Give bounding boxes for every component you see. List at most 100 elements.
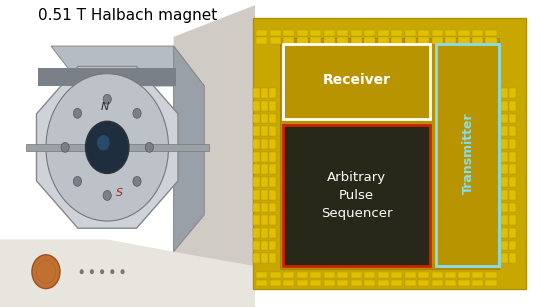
Bar — [261, 88, 268, 98]
Bar — [432, 280, 442, 286]
Polygon shape — [37, 67, 178, 228]
Circle shape — [80, 269, 84, 274]
Bar — [270, 280, 281, 286]
Bar — [509, 139, 516, 149]
Bar — [269, 177, 276, 187]
Bar — [253, 101, 260, 111]
Bar — [493, 215, 500, 225]
Bar — [493, 165, 500, 174]
Bar — [283, 125, 430, 266]
Circle shape — [73, 177, 82, 186]
Bar — [304, 96, 312, 103]
Bar — [377, 280, 388, 286]
Bar — [269, 152, 276, 161]
Bar — [501, 190, 508, 200]
Bar — [501, 152, 508, 161]
Bar — [294, 88, 302, 95]
Bar — [464, 142, 471, 151]
Bar — [377, 37, 388, 44]
Bar — [439, 153, 446, 161]
Bar — [472, 37, 483, 44]
Bar — [364, 272, 375, 278]
Bar — [294, 104, 302, 111]
Bar — [501, 203, 508, 212]
Bar — [253, 126, 260, 136]
Bar — [304, 104, 312, 111]
Bar — [310, 272, 321, 278]
Bar — [270, 37, 281, 44]
Bar — [493, 101, 500, 111]
Circle shape — [85, 121, 129, 173]
Bar — [337, 37, 348, 44]
Bar — [472, 30, 483, 36]
Bar — [501, 165, 508, 174]
Bar — [269, 101, 276, 111]
Bar — [456, 203, 462, 211]
Bar — [261, 101, 268, 111]
Bar — [261, 165, 268, 174]
Bar — [261, 139, 268, 149]
Circle shape — [61, 142, 69, 152]
Circle shape — [103, 191, 112, 200]
Bar — [324, 113, 332, 119]
Bar — [464, 111, 471, 119]
Bar — [324, 37, 335, 44]
Bar — [294, 96, 302, 103]
Bar — [261, 126, 268, 136]
Bar — [310, 280, 321, 286]
Bar — [456, 111, 462, 119]
Bar — [439, 91, 446, 99]
Bar — [418, 37, 429, 44]
Bar — [493, 241, 500, 251]
Bar — [501, 101, 508, 111]
Bar — [314, 96, 322, 103]
Bar — [377, 30, 388, 36]
Bar — [456, 91, 462, 99]
Bar — [509, 165, 516, 174]
Bar — [261, 114, 268, 123]
Bar — [456, 173, 462, 181]
Polygon shape — [0, 239, 260, 307]
Bar — [253, 190, 260, 200]
Bar — [509, 152, 516, 161]
Bar — [447, 142, 454, 151]
Bar — [501, 241, 508, 251]
Circle shape — [73, 108, 82, 118]
Bar — [253, 228, 260, 238]
Bar — [447, 80, 454, 88]
Bar — [464, 203, 471, 211]
Bar — [364, 37, 375, 44]
Bar — [405, 272, 416, 278]
Bar — [456, 132, 462, 141]
Bar — [464, 91, 471, 99]
Bar — [456, 142, 462, 151]
Bar — [493, 228, 500, 238]
Bar — [509, 228, 516, 238]
Bar — [283, 30, 294, 36]
Bar — [464, 183, 471, 191]
Bar — [283, 96, 291, 103]
Bar — [464, 101, 471, 109]
Bar — [283, 44, 430, 119]
Bar — [464, 193, 471, 201]
Polygon shape — [174, 3, 260, 304]
Bar — [283, 272, 294, 278]
Bar — [447, 101, 454, 109]
Bar — [38, 68, 176, 86]
Bar — [493, 177, 500, 187]
Bar — [445, 37, 456, 44]
Bar — [269, 228, 276, 238]
Bar — [391, 37, 402, 44]
Bar — [509, 114, 516, 123]
Bar — [337, 30, 348, 36]
Bar — [269, 114, 276, 123]
Polygon shape — [51, 46, 204, 86]
Bar — [253, 88, 260, 98]
Bar — [456, 80, 462, 88]
Bar — [456, 163, 462, 171]
Bar — [261, 203, 268, 212]
Bar — [464, 132, 471, 141]
Bar — [269, 241, 276, 251]
Bar — [405, 37, 416, 44]
Bar — [256, 272, 268, 278]
